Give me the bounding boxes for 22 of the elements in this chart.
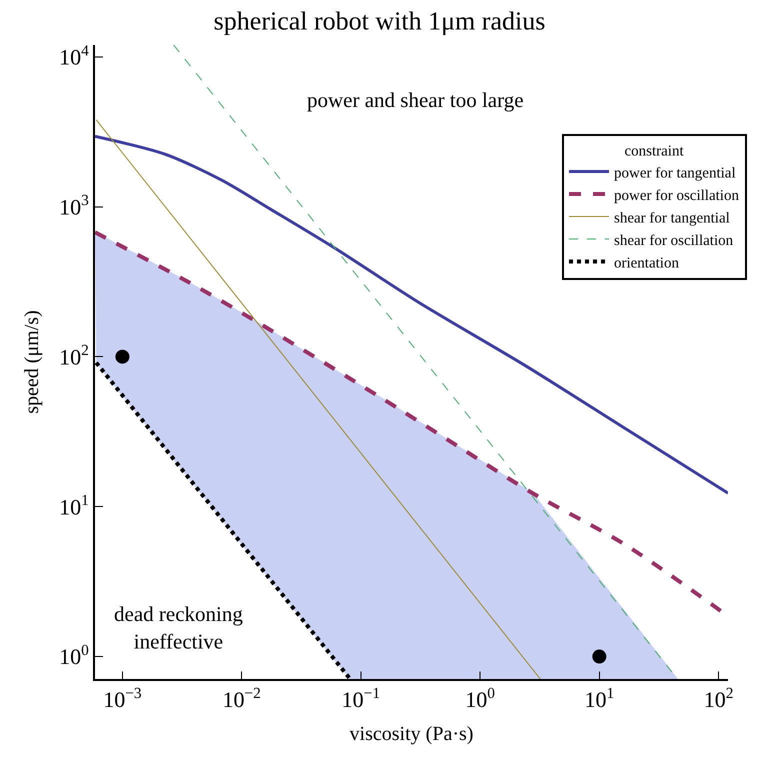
x-axis-title: viscosity (Pa·s) [350, 723, 474, 746]
y-tick-label: 10$^{3}$ [59, 192, 90, 220]
x-tick-label: 10$^{2}$ [704, 684, 734, 712]
annotation: dead reckoning ineffective [114, 602, 244, 654]
legend-title: constraint [624, 143, 684, 160]
x-tick-label: 10$^{0}$ [465, 684, 496, 712]
chart-title: spherical robot with 1μm radius [214, 6, 546, 36]
y-tick-label: 10$^{4}$ [59, 42, 90, 70]
y-tick-label: 10$^{0}$ [59, 642, 90, 670]
annotation: power and shear too large [307, 88, 524, 112]
legend-label: power for oscillation [614, 188, 740, 204]
legend-label: power for tangential [614, 165, 736, 182]
y-tick-label: 10$^{2}$ [59, 342, 89, 370]
y-tick-label: 10$^{1}$ [59, 492, 89, 520]
x-tick-label: 10$^{−1}$ [342, 684, 380, 712]
legend-label: shear for oscillation [614, 232, 734, 249]
x-tick-label: 10$^{−2}$ [222, 684, 261, 712]
x-tick-label: 10$^{−3}$ [103, 684, 142, 712]
legend-label: shear for tangential [614, 210, 730, 226]
legend-label: orientation [614, 255, 680, 272]
x-tick-label: 10$^{1}$ [584, 684, 614, 712]
y-axis-title: speed (μm/s) [21, 310, 44, 414]
